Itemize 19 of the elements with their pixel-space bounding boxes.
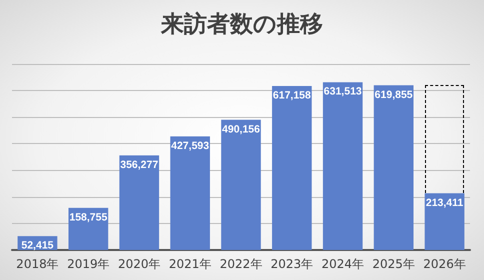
data-label: 631,513 (324, 86, 362, 98)
data-label: 213,411 (426, 196, 464, 209)
data-label: 619,855 (374, 88, 413, 101)
data-label: 158,755 (69, 211, 108, 224)
x-tick-label: 2021年 (168, 257, 212, 271)
data-label: 617,158 (272, 90, 312, 102)
x-tick-label: 2024年 (322, 257, 364, 271)
x-tick-label: 2020年 (118, 257, 160, 271)
x-tick-label: 2025年 (372, 257, 415, 271)
x-tick-label: 2022年 (220, 257, 262, 271)
data-label: 490,156 (222, 123, 260, 136)
x-tick-label: 2026年 (423, 257, 466, 271)
data-label: 427,593 (171, 140, 210, 152)
x-tick-label: 2023年 (270, 257, 314, 271)
data-label: 52,415 (21, 240, 54, 252)
chart-title: 来訪者数の推移 (160, 10, 323, 38)
data-label: 356,277 (120, 158, 158, 171)
x-tick-label: 2019年 (67, 257, 110, 271)
x-tick-label: 2018年 (16, 257, 59, 271)
